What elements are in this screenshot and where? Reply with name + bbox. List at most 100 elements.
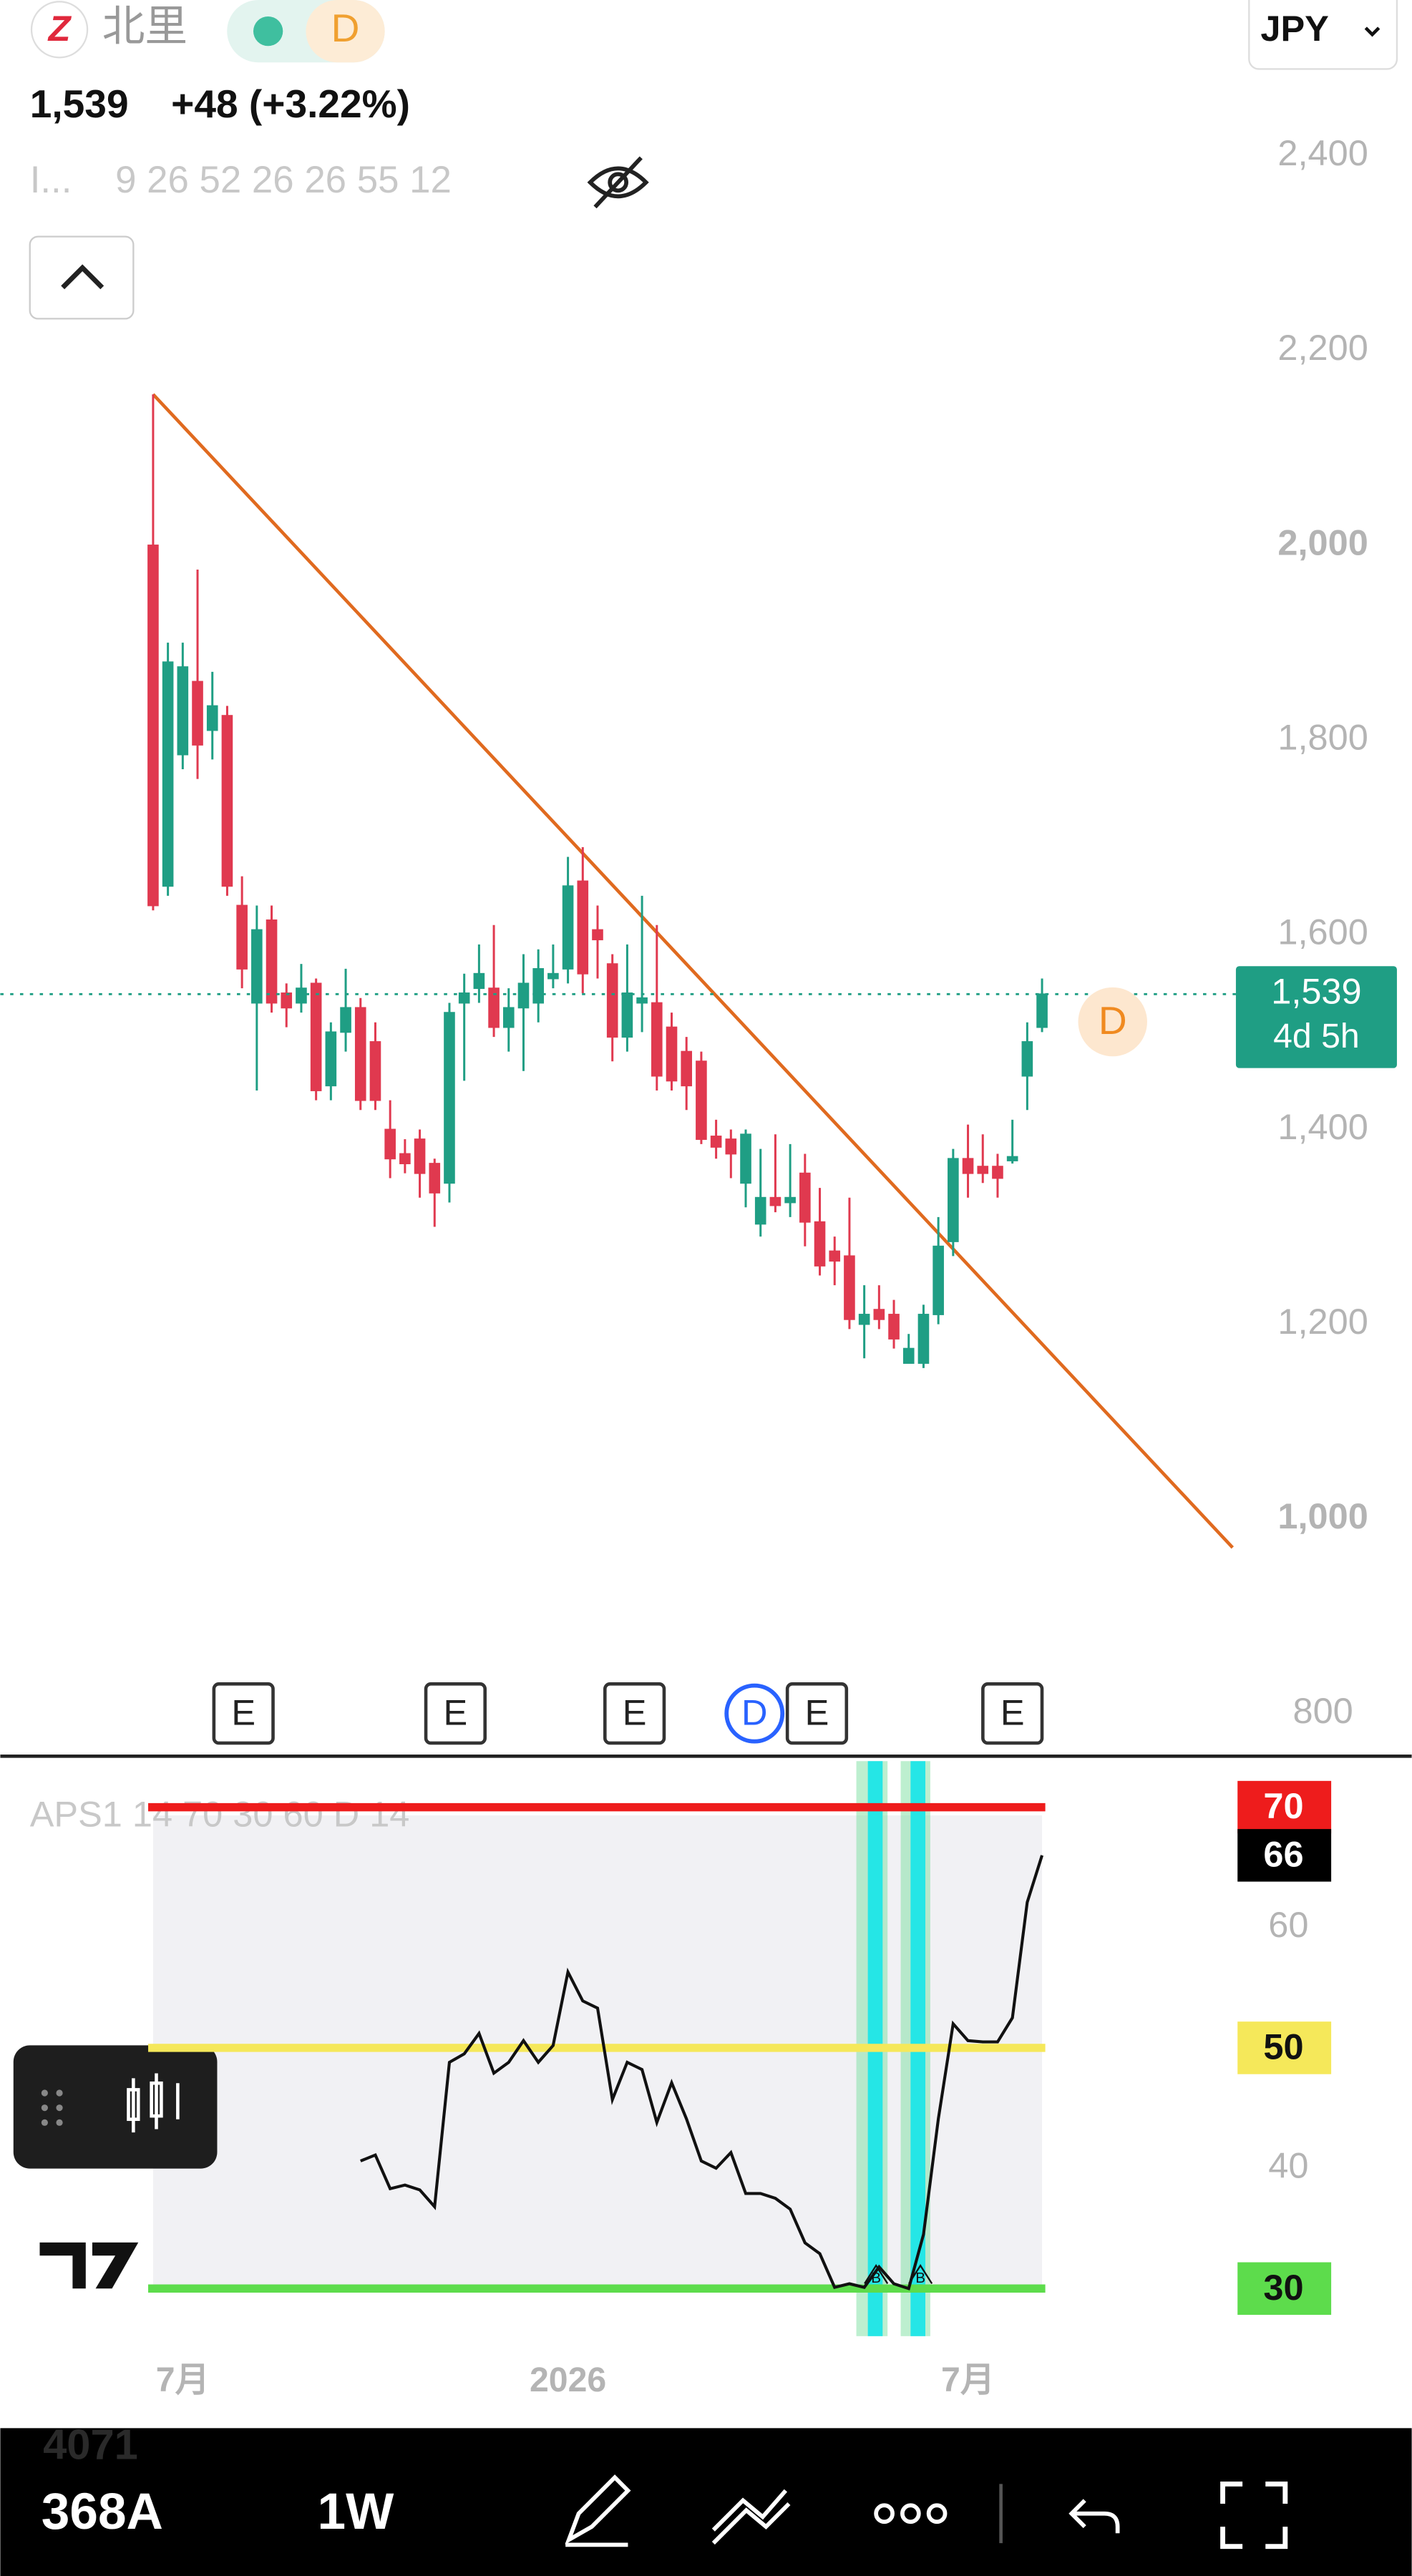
level-label: 70 [1263,1785,1303,1826]
event-marker[interactable] [212,1682,275,1745]
event-marker[interactable] [603,1682,666,1745]
candle-body [888,1314,900,1340]
floating-toolbar[interactable] [13,2045,218,2169]
candle-body [296,987,307,1004]
event-label: E [623,1692,647,1732]
y-tick-label: 800 [1292,1690,1353,1731]
event-marker[interactable] [785,1682,849,1745]
event-label: D [741,1692,767,1732]
candle-body [977,1166,989,1174]
candle-body [399,1153,411,1164]
candle-body [799,1172,811,1223]
dividend-marker-label: D [1099,998,1127,1043]
badge-bg [306,0,385,63]
candle-body [162,661,174,887]
undo-icon[interactable] [1068,2499,1120,2534]
lines-icon[interactable] [711,2489,791,2545]
candle-body [281,992,293,1009]
countdown: 4d 5h [1273,1017,1360,1055]
indicator-params: 9 26 52 26 26 55 12 [115,159,452,201]
drag-handle [41,2089,63,2126]
event-label: E [231,1692,255,1732]
event-marker[interactable] [424,1682,487,1745]
candle-body [829,1250,841,1262]
y-tick-label: 2,000 [1277,522,1368,562]
y-tick-label: 1,000 [1277,1496,1368,1536]
dividend-marker[interactable] [1078,987,1147,1057]
toolbar-symbol[interactable]: 368A [42,2484,163,2540]
candle-body [236,904,248,970]
currency: JPY [1260,8,1328,49]
candle-body [562,885,574,970]
collapse-button[interactable] [29,235,135,320]
candle-body [636,997,648,1004]
candle-body [1036,993,1048,1028]
candle-body [606,963,618,1038]
interval[interactable]: 1W [318,2484,395,2540]
event-label: E [1000,1692,1025,1732]
price: 1,539 [30,82,129,126]
candle-body [902,1347,915,1364]
logo-mark: Z [47,8,72,49]
candle-body [429,1163,441,1194]
candle-body [488,987,500,1028]
candle-body [933,1245,944,1315]
candle-body [414,1138,426,1174]
bottom-toolbar [0,2428,1412,2576]
x-tick-label: 7月 [941,2361,995,2399]
candle-body [740,1133,751,1184]
candle-body [948,1158,959,1242]
event-marker[interactable] [724,1683,785,1744]
candle-body [547,972,559,980]
signal-label: B [915,2270,925,2286]
current-value-label: 66 [1263,1833,1303,1874]
candle-body [384,1128,396,1160]
level-box [1237,2021,1332,2074]
candle-body [177,666,189,756]
candle-body [221,715,233,887]
candle-body [814,1221,826,1267]
indicator-name[interactable]: I... [30,159,72,201]
level-box [1237,2262,1332,2316]
chart-type-icon[interactable] [127,2073,180,2133]
current-value-box [1237,1829,1332,1882]
event-label: E [805,1692,829,1732]
candle-body [206,705,218,731]
price-change: +48 (+3.22%) [171,82,410,126]
fullscreen-icon[interactable] [1220,2481,1288,2550]
candle-body [696,1060,707,1140]
y-tick-label: 60 [1268,1904,1308,1945]
candle-body [651,1002,663,1077]
trend-line[interactable] [152,393,1235,1549]
more-icon[interactable] [874,2503,948,2524]
candle-body [147,545,159,907]
candle-body [532,968,544,1004]
symbol-name[interactable]: 北里 [102,2,188,50]
y-tick-label: 40 [1268,2145,1308,2185]
candle-body [962,1158,974,1174]
candle-body [666,1026,678,1082]
y-tick-label: 1,200 [1277,1301,1368,1342]
candle-body [251,929,263,1004]
candle-body [592,929,603,941]
oscillator-line [359,1855,1044,2290]
tradingview-logo [39,2242,139,2289]
currency-select[interactable] [1248,0,1398,70]
candle-body [917,1314,930,1364]
candle-body [621,992,633,1038]
hide-icon[interactable] [587,156,649,209]
candle-body [369,1041,381,1101]
logo[interactable] [30,1,89,59]
signal-marker [864,2264,889,2285]
candle-body [473,972,485,990]
draw-icon[interactable] [565,2474,631,2547]
candle-body [266,919,278,1004]
y-tick-label: 1,600 [1277,912,1368,952]
candle-body [992,1166,1003,1179]
y-tick-label: 2,200 [1277,327,1368,368]
candle-body [354,1007,366,1101]
event-marker[interactable] [981,1682,1044,1745]
candle-body [844,1255,855,1320]
candle-body [681,1050,693,1087]
